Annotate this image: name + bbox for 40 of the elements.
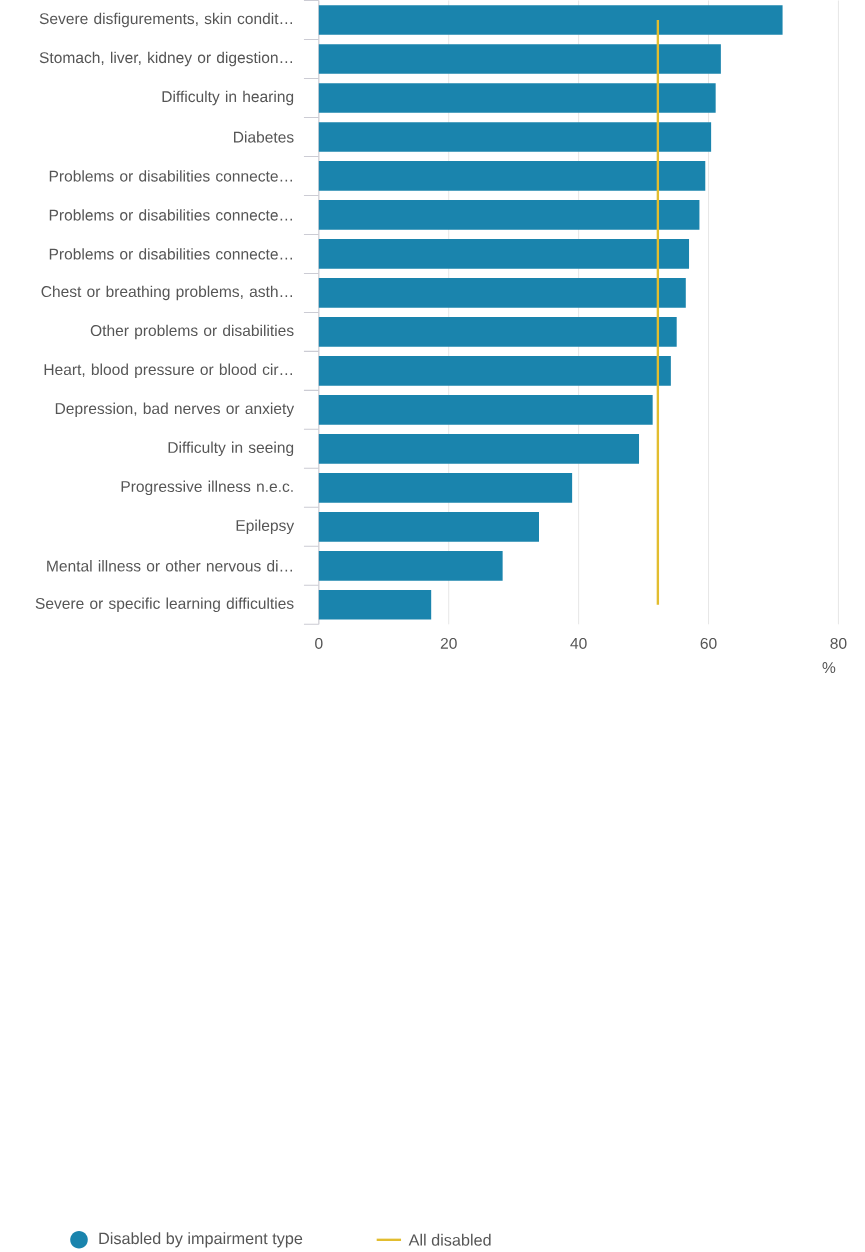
y-tick-label: Depression, bad nerves or anxiety (55, 402, 294, 418)
y-tick-label: Problems or disabilities connecte… (49, 170, 292, 182)
y-tick-label: Severe disfigurements, skin condit… (39, 12, 292, 28)
y-tick-label: Progressive illness n.e.c. (121, 480, 293, 496)
bar (318, 278, 686, 308)
x-tick-label: 80 (830, 637, 847, 649)
y-tick-label: Difficulty in hearing (162, 90, 294, 106)
y-tick-label: Problems or disabilities connecte… (49, 209, 292, 221)
bar (318, 44, 721, 74)
y-tick-label: Mental illness or other nervous di… (47, 560, 292, 572)
x-tick-label: 60 (700, 637, 717, 649)
bar (318, 161, 706, 191)
bar (318, 473, 573, 503)
x-tick-label: 40 (570, 637, 587, 649)
bar (318, 395, 653, 425)
y-tick-label: Stomach, liver, kidney or digestion… (39, 51, 292, 67)
y-tick-label: Severe or specific learning difficulties (35, 597, 294, 613)
x-tick-label: 20 (440, 637, 457, 649)
bar (318, 200, 700, 230)
y-tick-label: Epilepsy (236, 519, 295, 535)
bar (318, 356, 671, 386)
legend-label: Disabled by impairment type (99, 1232, 303, 1248)
bar (318, 589, 432, 620)
bar (318, 512, 539, 542)
y-tick-label: Problems or disabilities connecte… (49, 248, 292, 260)
bar (318, 5, 783, 35)
y-tick-label: Other problems or disabilities (90, 324, 294, 340)
y-tick-label: Difficulty in seeing (168, 441, 294, 457)
legend-label: All disabled (408, 1233, 491, 1246)
x-tick-label: 0 (315, 637, 323, 649)
y-tick-label: Heart, blood pressure or blood cir… (44, 363, 292, 379)
x-axis-title: % (822, 662, 836, 673)
bar (318, 551, 503, 581)
bar (318, 122, 712, 152)
bar (318, 317, 677, 347)
y-tick-label: Chest or breathing problems, asth… (41, 285, 292, 301)
bar (318, 83, 716, 113)
bar (318, 239, 689, 269)
bar (318, 434, 639, 464)
y-tick-label: Diabetes (233, 131, 294, 143)
